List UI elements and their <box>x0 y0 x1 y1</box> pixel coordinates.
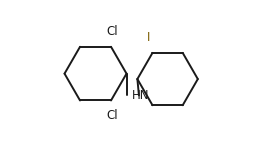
Text: Cl: Cl <box>106 109 117 122</box>
Text: Cl: Cl <box>106 25 117 38</box>
Text: I: I <box>147 31 150 44</box>
Text: HN: HN <box>132 89 150 102</box>
